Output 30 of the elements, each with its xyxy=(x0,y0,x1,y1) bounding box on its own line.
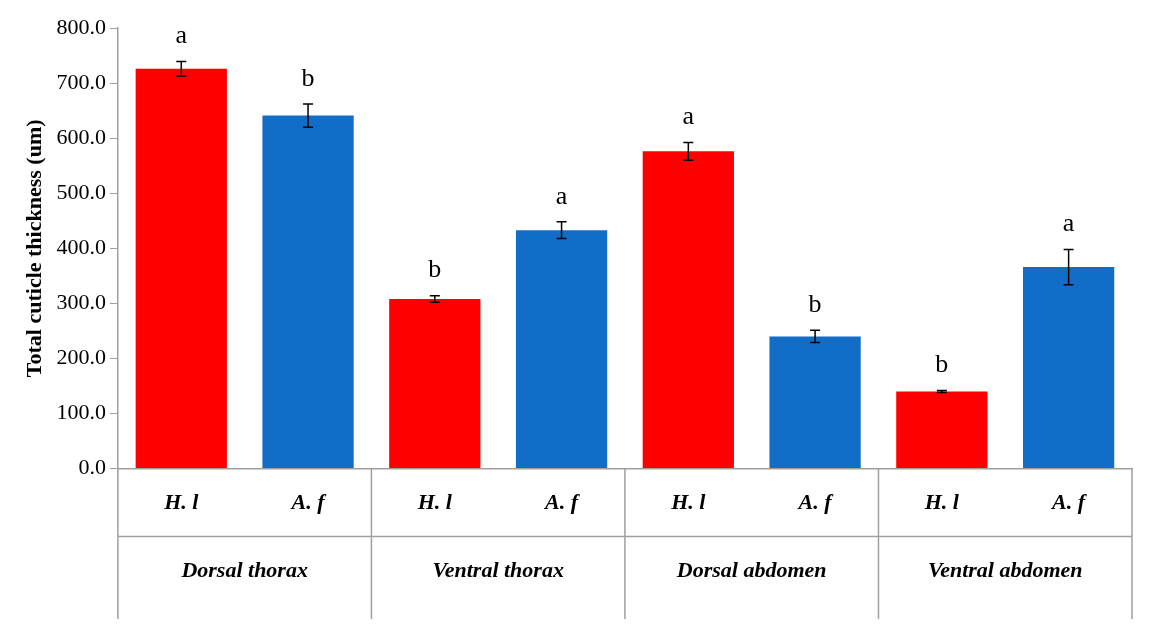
text: Dorsal thorax xyxy=(180,557,308,583)
y-tick-label: 300.0 xyxy=(56,289,106,315)
y-tick-label: 100.0 xyxy=(56,399,106,425)
x-tick-label: A. f xyxy=(543,489,581,515)
data-label: a xyxy=(682,101,695,131)
data-label: b xyxy=(301,62,315,92)
text: Dorsal abdomen xyxy=(675,557,827,583)
text: Ventral abdomen xyxy=(927,557,1083,583)
text: Ventral thorax xyxy=(432,557,564,583)
data-label: b xyxy=(935,349,949,379)
x-tick-label: A. f xyxy=(289,489,328,515)
x-tick-label: H. l xyxy=(163,489,200,515)
y-tick-label: 500.0 xyxy=(56,179,106,205)
data-label: a xyxy=(175,20,188,50)
y-axis-title: Total cuticle thickness (um) xyxy=(20,119,46,378)
y-tick-label: 600.0 xyxy=(56,123,106,149)
x-tick-label: H. l xyxy=(923,489,960,515)
y-tick-label: 200.0 xyxy=(56,344,106,370)
data-label: a xyxy=(555,180,568,210)
y-tick-label: 800.0 xyxy=(56,13,106,39)
x-tick-label: H. l xyxy=(416,489,453,515)
x-tick-label: H. l xyxy=(670,489,707,515)
y-tick-label: 700.0 xyxy=(56,68,106,94)
x-tick-label: A. f xyxy=(796,489,835,515)
x-tick-label: A. f xyxy=(1050,489,1088,515)
data-label: a xyxy=(1062,208,1075,238)
y-tick-label: 400.0 xyxy=(56,234,106,260)
y-tick-label: 0.0 xyxy=(78,454,106,480)
data-label: b xyxy=(428,254,442,284)
data-label: b xyxy=(808,289,822,319)
